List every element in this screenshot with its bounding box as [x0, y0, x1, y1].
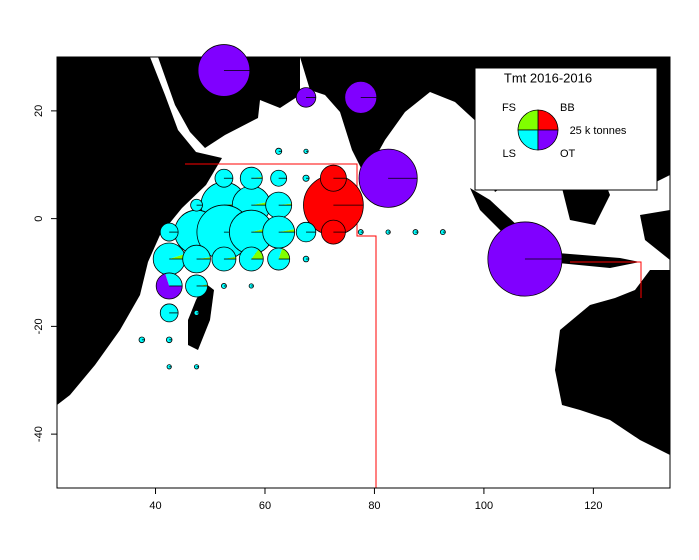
pie-slice: [169, 254, 186, 260]
pie-slice: [223, 256, 236, 260]
x-tick-label: 60: [259, 500, 271, 512]
pie-slice: [278, 229, 295, 233]
arabia: [158, 57, 300, 148]
pie-outline: [182, 244, 211, 274]
pie-slice: [165, 272, 183, 286]
legend-label: OT: [560, 148, 576, 160]
legend-label: FS: [502, 102, 516, 114]
borneo-java: [545, 252, 640, 268]
y-tick-label: 20: [33, 105, 45, 117]
pie-slice: [278, 203, 292, 206]
pie-slice: [194, 310, 200, 316]
legend-slice: [517, 129, 539, 151]
legend-size-label: 25 k tonnes: [570, 125, 627, 137]
legend-label: LS: [503, 148, 516, 160]
y-tick-label: 0: [33, 216, 45, 222]
legend-slice: [537, 129, 559, 151]
legend-title: Tmt 2016-2016: [504, 70, 592, 85]
pie-slice: [194, 364, 199, 369]
legend-label: BB: [560, 102, 575, 114]
pie-outline: [193, 309, 200, 316]
y-tick-label: -40: [33, 426, 45, 442]
pie-outline: [190, 198, 203, 212]
x-tick-label: 40: [149, 500, 161, 512]
australia: [555, 270, 670, 455]
x-tick-label: 120: [584, 500, 602, 512]
pies: [138, 44, 563, 370]
plot-frame: [56, 56, 671, 489]
y-tick-label: -20: [33, 318, 45, 334]
x-tick-label: 100: [475, 500, 493, 512]
africa: [57, 57, 222, 405]
legend-slice: [517, 109, 539, 131]
new-guinea: [640, 210, 670, 260]
madagascar: [188, 283, 214, 350]
pie-slice: [182, 245, 211, 273]
legend-box: [474, 67, 658, 191]
boundary: [185, 163, 377, 488]
pie-slice: [251, 249, 264, 260]
pie-slice: [196, 257, 211, 260]
boundary: [570, 261, 642, 298]
pie-slice: [190, 199, 203, 212]
x-tick-label: 80: [368, 500, 380, 512]
legend-slice: [537, 109, 559, 131]
pie-slice: [278, 248, 290, 260]
pie-slice: [267, 248, 290, 271]
